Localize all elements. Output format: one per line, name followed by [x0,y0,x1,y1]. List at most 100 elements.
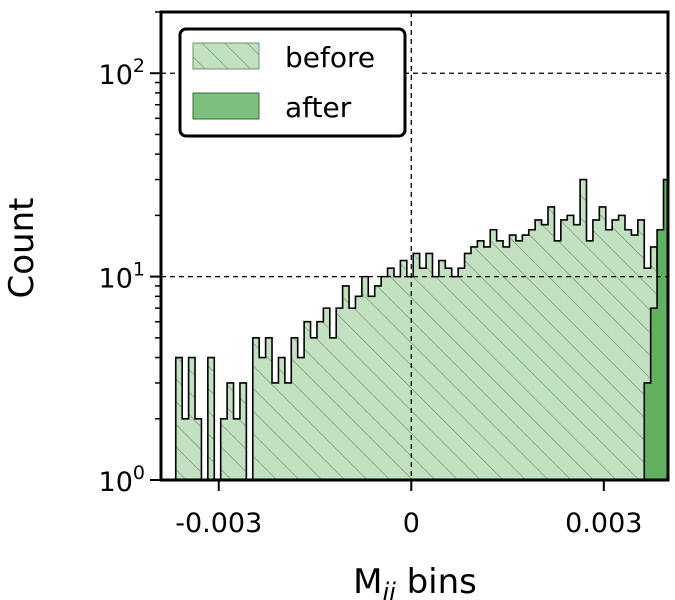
before-bar-hatch [393,276,401,480]
before-bar-hatch [637,219,645,480]
axes-frame [159,10,670,482]
x-tick-label: 0.003 [565,508,642,539]
before-bar-hatch [528,229,536,480]
before-bar-hatch [599,206,607,480]
before-bar-hatch [592,219,600,480]
before-bar-hatch [432,276,440,480]
before-bar-hatch [252,337,260,480]
after-bar [657,229,664,480]
before-bar-hatch [554,240,562,480]
y-tick-label: 101 [99,259,145,295]
before-bar-hatch [541,224,549,480]
before-bar-hatch [220,418,228,480]
y-tick-label: 102 [99,55,145,91]
x-axis-ticks: -0.003 0 0.003 [175,480,642,539]
before-bar-hatch [310,337,318,480]
before-bar-hatch [586,240,594,480]
x-axis-title: Mjj bins [353,562,477,600]
before-bar-hatch [227,382,234,480]
before-bar-hatch [560,219,568,480]
before-bar-hatch [175,357,183,480]
legend-label-after: after [285,91,352,124]
x-axis-title-subscript: jj [379,578,396,600]
after-bar [644,382,651,480]
before-bar-hatch [458,268,465,480]
y-tick-label: 100 [99,462,145,498]
before-bar-hatch [406,276,414,480]
before-bar-hatch [445,268,453,480]
x-tick-label: -0.003 [175,508,262,539]
before-bar-hatch [304,321,311,480]
before-bar-hatch [182,418,189,480]
before-bar-hatch [644,268,651,480]
before-bar-hatch [355,296,363,480]
before-bar-hatch [188,357,196,480]
before-bar-hatch [522,235,530,480]
plot-area [174,154,675,480]
before-bar-hatch [329,337,337,480]
before-bar-hatch [349,308,356,480]
before-outline [174,178,668,480]
before-bar-hatch [464,253,472,480]
x-axis-title-suffix: bins [396,562,477,600]
legend-swatch-after [192,92,260,120]
before-bar-hatch [490,229,497,480]
before-bar-hatch [400,260,408,480]
before-bar-hatch [573,224,581,480]
legend: before after [178,27,407,138]
before-bar-hatch [419,268,427,480]
before-bar-hatch [515,240,523,480]
legend-swatch-before-hatch [193,43,259,69]
before-bar-hatch [342,285,350,480]
before-bar-hatch [361,276,369,480]
before-bar-hatch [509,235,517,480]
legend-label-before: before [285,41,375,74]
after-bar [650,308,658,480]
series-before [174,178,675,480]
before-bar-hatch [265,337,273,480]
before-bar-hatch [496,240,504,480]
before-bar-hatch [278,357,286,480]
before-bar-hatch [316,321,324,480]
before-bar-hatch [503,246,510,480]
before-bar-hatch [477,240,485,480]
after-bar [670,154,675,480]
series-after [175,154,675,480]
before-bar-hatch [336,308,343,480]
before-bar-hatch [451,276,459,480]
x-axis-title-main: M [353,562,382,600]
before-bar-hatch [535,219,542,480]
x-tick-label: 0 [403,508,420,539]
before-bar-hatch [580,179,587,480]
before-bar-hatch [631,235,639,480]
before-bar-hatch [470,246,478,480]
before-bar-hatch [612,219,619,480]
before-bar-hatch [567,215,574,480]
before-bar-hatch [625,229,632,480]
before-bar-hatch [374,285,382,480]
before-bar-hatch [387,268,395,480]
before-bar-hatch [284,382,292,480]
before-bar-hatch [291,337,298,480]
before-bar-hatch [605,229,613,480]
before-bar-hatch [368,296,376,480]
before-bar-hatch [483,246,491,480]
before-bar-hatch [438,260,446,480]
before-bar-hatch [297,357,305,480]
before-bar-hatch [618,215,626,480]
before-bar-hatch [233,418,241,480]
before-bar-hatch [195,418,202,480]
y-axis-ticks: 100 101 102 [99,11,161,498]
before-bar-hatch [381,276,388,480]
before-bar [670,241,675,480]
after-bar [663,179,668,480]
before-bar-hatch [272,382,279,480]
y-axis-title: Count [2,198,42,299]
before-bar-hatch [670,241,675,480]
before-bar-hatch [207,357,215,480]
before-bar-hatch [426,253,433,480]
before-bar-hatch [239,382,247,480]
before-bar-hatch [413,253,420,480]
before-bar-hatch [547,206,555,480]
